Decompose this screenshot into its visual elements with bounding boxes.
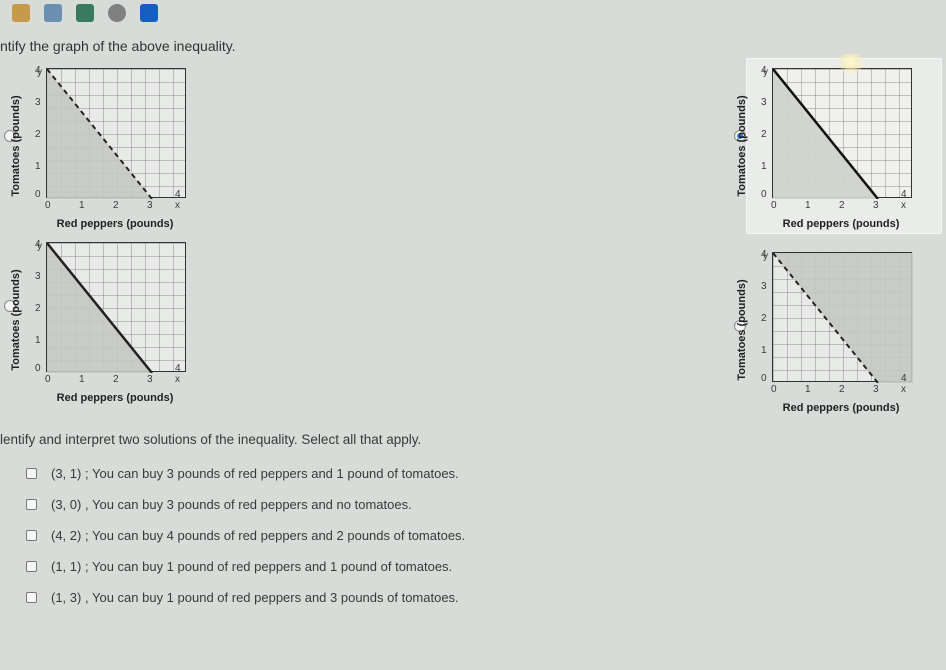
checkbox-4[interactable] xyxy=(26,561,37,572)
y-axis-label: Tomatoes (pounds) xyxy=(10,269,22,370)
choice-5[interactable]: (1, 3) , You can buy 1 pound of red pepp… xyxy=(26,590,465,605)
app-icon-2[interactable] xyxy=(44,4,62,22)
checkbox-5[interactable] xyxy=(26,592,37,603)
choice-3[interactable]: (4, 2) ; You can buy 4 pounds of red pep… xyxy=(26,528,465,543)
app-icon-5[interactable] xyxy=(140,4,158,22)
taskbar xyxy=(12,4,158,22)
choice-1-text: (3, 1) ; You can buy 3 pounds of red pep… xyxy=(51,466,459,481)
app-icon-3[interactable] xyxy=(76,4,94,22)
x-axis-label: Red peppers (pounds) xyxy=(57,218,174,230)
y-axis-label: Tomatoes (pounds) xyxy=(736,95,748,196)
choice-2[interactable]: (3, 0) , You can buy 3 pounds of red pep… xyxy=(26,497,465,512)
x-axis-label: Red peppers (pounds) xyxy=(783,218,900,230)
graph-option-b[interactable]: Tomatoes (pounds) y 4 3 2 1 0 0 1 2 3 4 … xyxy=(30,240,200,400)
graph-option-d[interactable]: Tomatoes (pounds) y 4 3 2 1 0 0 1 2 3 4 … xyxy=(756,250,926,410)
plot-b: y 4 3 2 1 0 0 1 2 3 4 x xyxy=(46,242,186,372)
plot-c: y 4 3 2 1 0 0 1 2 3 4 x xyxy=(772,68,912,198)
prompt-identify-graph: ntify the graph of the above inequality. xyxy=(0,38,236,54)
y-axis-label: Tomatoes (pounds) xyxy=(10,95,22,196)
choice-1[interactable]: (3, 1) ; You can buy 3 pounds of red pep… xyxy=(26,466,465,481)
graph-option-a[interactable]: Tomatoes (pounds) y 4 3 2 1 0 0 1 2 3 4 … xyxy=(30,66,200,226)
app-icon-1[interactable] xyxy=(12,4,30,22)
choice-4[interactable]: (1, 1) ; You can buy 1 pound of red pepp… xyxy=(26,559,465,574)
checkbox-2[interactable] xyxy=(26,499,37,510)
prompt-solutions: lentify and interpret two solutions of t… xyxy=(0,432,421,447)
y-axis-label: Tomatoes (pounds) xyxy=(736,279,748,380)
choice-4-text: (1, 1) ; You can buy 1 pound of red pepp… xyxy=(51,559,452,574)
choice-3-text: (4, 2) ; You can buy 4 pounds of red pep… xyxy=(51,528,465,543)
plot-d: y 4 3 2 1 0 0 1 2 3 4 x xyxy=(772,252,912,382)
choice-5-text: (1, 3) , You can buy 1 pound of red pepp… xyxy=(51,590,459,605)
checkbox-1[interactable] xyxy=(26,468,37,479)
choice-2-text: (3, 0) , You can buy 3 pounds of red pep… xyxy=(51,497,412,512)
x-axis-label: Red peppers (pounds) xyxy=(57,392,174,404)
app-icon-4[interactable] xyxy=(108,4,126,22)
plot-a: y 4 3 2 1 0 0 1 2 3 4 x xyxy=(46,68,186,198)
checkbox-3[interactable] xyxy=(26,530,37,541)
choices-list: (3, 1) ; You can buy 3 pounds of red pep… xyxy=(26,466,465,605)
graph-option-c[interactable]: Tomatoes (pounds) y 4 3 2 1 0 0 1 2 3 4 … xyxy=(756,66,926,226)
x-axis-label: Red peppers (pounds) xyxy=(783,402,900,414)
